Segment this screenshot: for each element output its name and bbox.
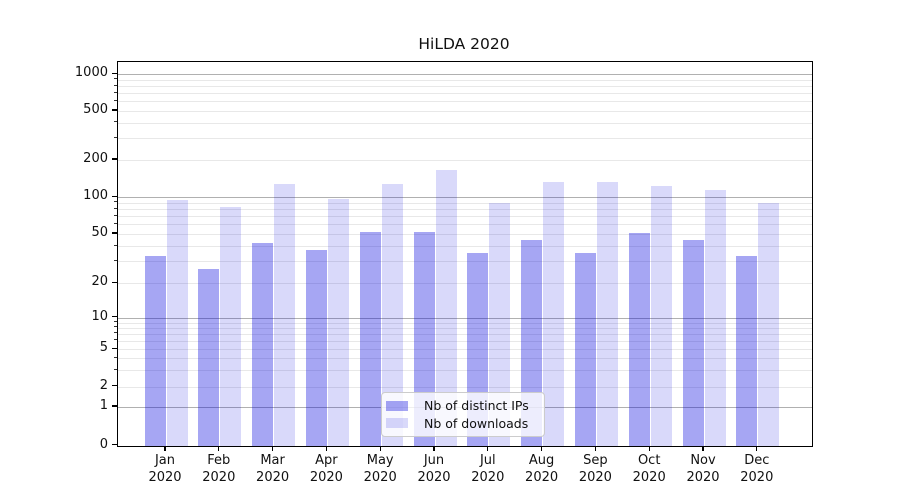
gridline-minor-700: [118, 93, 812, 95]
gridline-minor-400: [118, 122, 812, 124]
y-tick-label-10: 10: [91, 308, 108, 324]
bar-distinct-ips-oct-2020: [628, 232, 650, 446]
gridline-minor-30: [118, 261, 812, 263]
gridline-minor-500: [118, 111, 812, 112]
gridline-minor-200: [118, 160, 812, 161]
gridline-minor-4: [118, 358, 812, 360]
bar-distinct-ips-apr-2020: [305, 250, 327, 446]
y-tick-label-100: 100: [83, 188, 108, 204]
x-tick-label-dec-2020: Dec 2020: [740, 453, 774, 485]
legend-entry-downloads: Nb of downloads: [386, 415, 538, 432]
y-tick-label-2: 2: [99, 377, 108, 393]
bar-downloads-dec-2020: [758, 202, 780, 446]
x-tick-label-may-2020: May 2020: [363, 453, 397, 485]
bar-downloads-jun-2020: [435, 170, 457, 446]
legend-entry-distinct-ips: Nb of distinct IPs: [386, 397, 538, 414]
gridline-minor-40: [118, 246, 812, 247]
gridline-minor-3: [118, 370, 812, 372]
bar-distinct-ips-dec-2020: [736, 256, 758, 446]
gridline-minor-6: [118, 340, 812, 342]
y-tick-label-0: 0: [99, 436, 108, 452]
y-tick-label-20: 20: [91, 274, 108, 290]
bar-downloads-jan-2020: [166, 200, 188, 446]
x-tick-label-nov-2020: Nov 2020: [686, 453, 720, 485]
x-tick-label-feb-2020: Feb 2020: [202, 453, 236, 485]
bar-distinct-ips-nov-2020: [682, 239, 704, 446]
bar-distinct-ips-jan-2020: [144, 256, 166, 446]
plot-area: [117, 61, 813, 447]
gridline-minor-300: [118, 138, 812, 140]
bar-downloads-may-2020: [381, 184, 403, 446]
y-tick-label-1: 1: [99, 398, 108, 413]
x-tick-label-aug-2020: Aug 2020: [525, 453, 559, 485]
gridline-minor-60: [118, 224, 812, 226]
legend: Nb of distinct IPs Nb of downloads: [381, 392, 545, 437]
gridline-minor-9: [118, 322, 812, 324]
bar-distinct-ips-feb-2020: [198, 269, 220, 446]
gridline-minor-600: [118, 101, 812, 103]
gridline-minor-2: [118, 386, 812, 388]
gridline-major-10: [118, 317, 812, 319]
legend-swatch-distinct-ips: [386, 400, 408, 411]
gridline-minor-5: [118, 349, 812, 351]
gridline-minor-900: [118, 79, 812, 81]
gridline-minor-70: [118, 216, 812, 218]
bar-distinct-ips-sep-2020: [574, 253, 596, 446]
gridline-minor-7: [118, 333, 812, 335]
bar-downloads-jul-2020: [489, 203, 511, 446]
legend-label-distinct-ips: Nb of distinct IPs: [424, 398, 529, 414]
y-tick-label-200: 200: [83, 151, 108, 166]
bar-downloads-mar-2020: [274, 184, 296, 446]
x-tick-label-jun-2020: Jun 2020: [417, 453, 451, 485]
bar-downloads-nov-2020: [704, 190, 726, 446]
gridline-minor-50: [118, 234, 812, 235]
gridline-minor-80: [118, 209, 812, 211]
x-tick-label-jan-2020: Jan 2020: [148, 453, 182, 485]
bar-downloads-sep-2020: [596, 181, 618, 446]
gridline-major-1000: [118, 74, 812, 76]
x-tick-label-mar-2020: Mar 2020: [256, 453, 290, 485]
chart-title: HiLDA 2020: [418, 35, 510, 53]
y-tick-label-1000: 1000: [74, 65, 108, 81]
y-tick-label-5: 5: [99, 340, 108, 356]
bar-downloads-apr-2020: [327, 199, 349, 446]
x-tick-label-sep-2020: Sep 2020: [578, 453, 612, 485]
bar-downloads-aug-2020: [543, 181, 565, 446]
gridline-major-100: [118, 197, 812, 199]
x-tick-label-apr-2020: Apr 2020: [309, 453, 343, 485]
gridline-minor-800: [118, 86, 812, 88]
legend-swatch-downloads: [386, 418, 408, 429]
bar-distinct-ips-mar-2020: [252, 243, 274, 446]
y-tick-label-50: 50: [91, 225, 108, 240]
y-tick-label-500: 500: [83, 102, 108, 117]
gridline-minor-20: [118, 283, 812, 285]
gridline-minor-90: [118, 202, 812, 204]
bar-downloads-feb-2020: [220, 206, 242, 446]
x-tick-label-jul-2020: Jul 2020: [471, 453, 505, 485]
legend-label-downloads: Nb of downloads: [424, 415, 529, 431]
x-tick-label-oct-2020: Oct 2020: [632, 453, 666, 485]
bar-distinct-ips-may-2020: [359, 231, 381, 446]
bar-downloads-oct-2020: [650, 185, 672, 446]
gridline-minor-8: [118, 327, 812, 329]
